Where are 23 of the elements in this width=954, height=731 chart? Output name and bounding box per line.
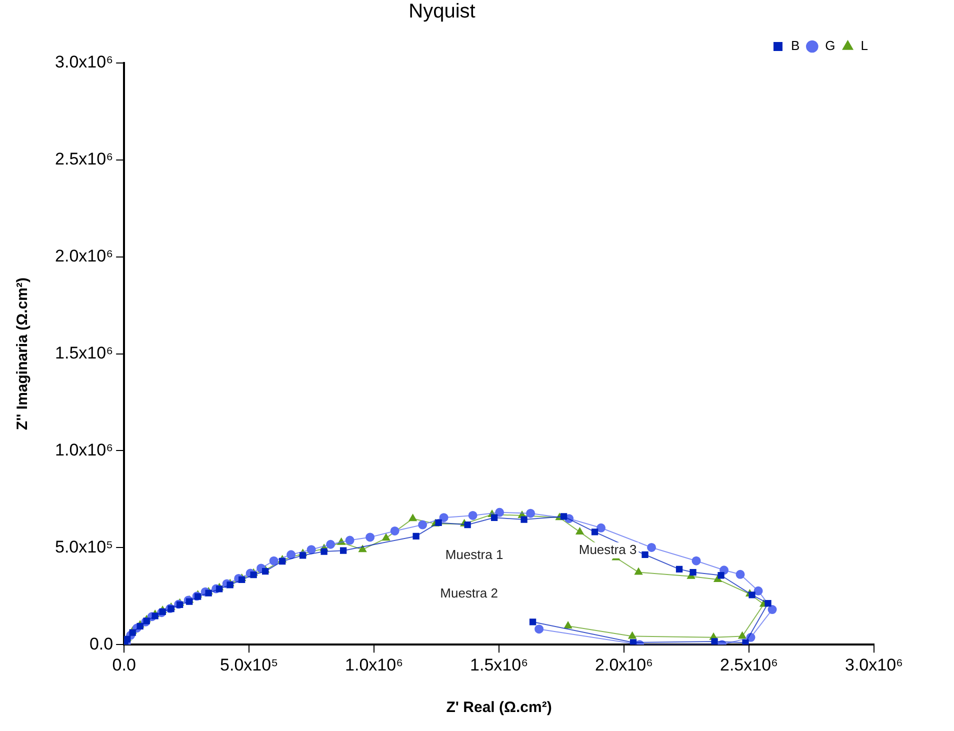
y-tick-label: 0.0 [89, 634, 114, 654]
annotation: Muestra 1 [445, 547, 504, 562]
y-tick-label: 2.5x10⁶ [55, 150, 114, 169]
annotation: Muestra 3 [578, 542, 637, 557]
legend-label: G [825, 38, 836, 54]
y-tick-label: 1.0x10⁶ [55, 440, 114, 460]
legend-label: L [860, 38, 868, 54]
y-tick-label: 5.0x10⁵ [54, 537, 114, 556]
x-axis-title: Z' Real (Ω.cm²) [446, 699, 552, 716]
legend-label: B [790, 38, 800, 54]
x-tick-label: 2.0x10⁶ [595, 655, 654, 674]
y-tick-label: 1.5x10⁶ [55, 343, 114, 362]
x-tick-label: 5.0x10⁵ [220, 655, 278, 674]
x-tick-label: 1.5x10⁶ [470, 655, 528, 674]
x-tick-label: 0.0 [112, 655, 136, 674]
chart-title: Nyquist [408, 0, 476, 23]
y-axis-title: Z'' Imaginaria (Ω.cm²) [14, 278, 32, 430]
annotation: Muestra 2 [440, 586, 498, 601]
x-tick-label: 3.0x10⁶ [844, 655, 904, 674]
x-tick-label: 2.5x10⁶ [720, 655, 778, 674]
y-tick-label: 2.0x10⁶ [55, 246, 114, 266]
x-tick-label: 1.0x10⁶ [345, 655, 404, 674]
y-tick-label: 3.0x10⁶ [55, 52, 114, 72]
